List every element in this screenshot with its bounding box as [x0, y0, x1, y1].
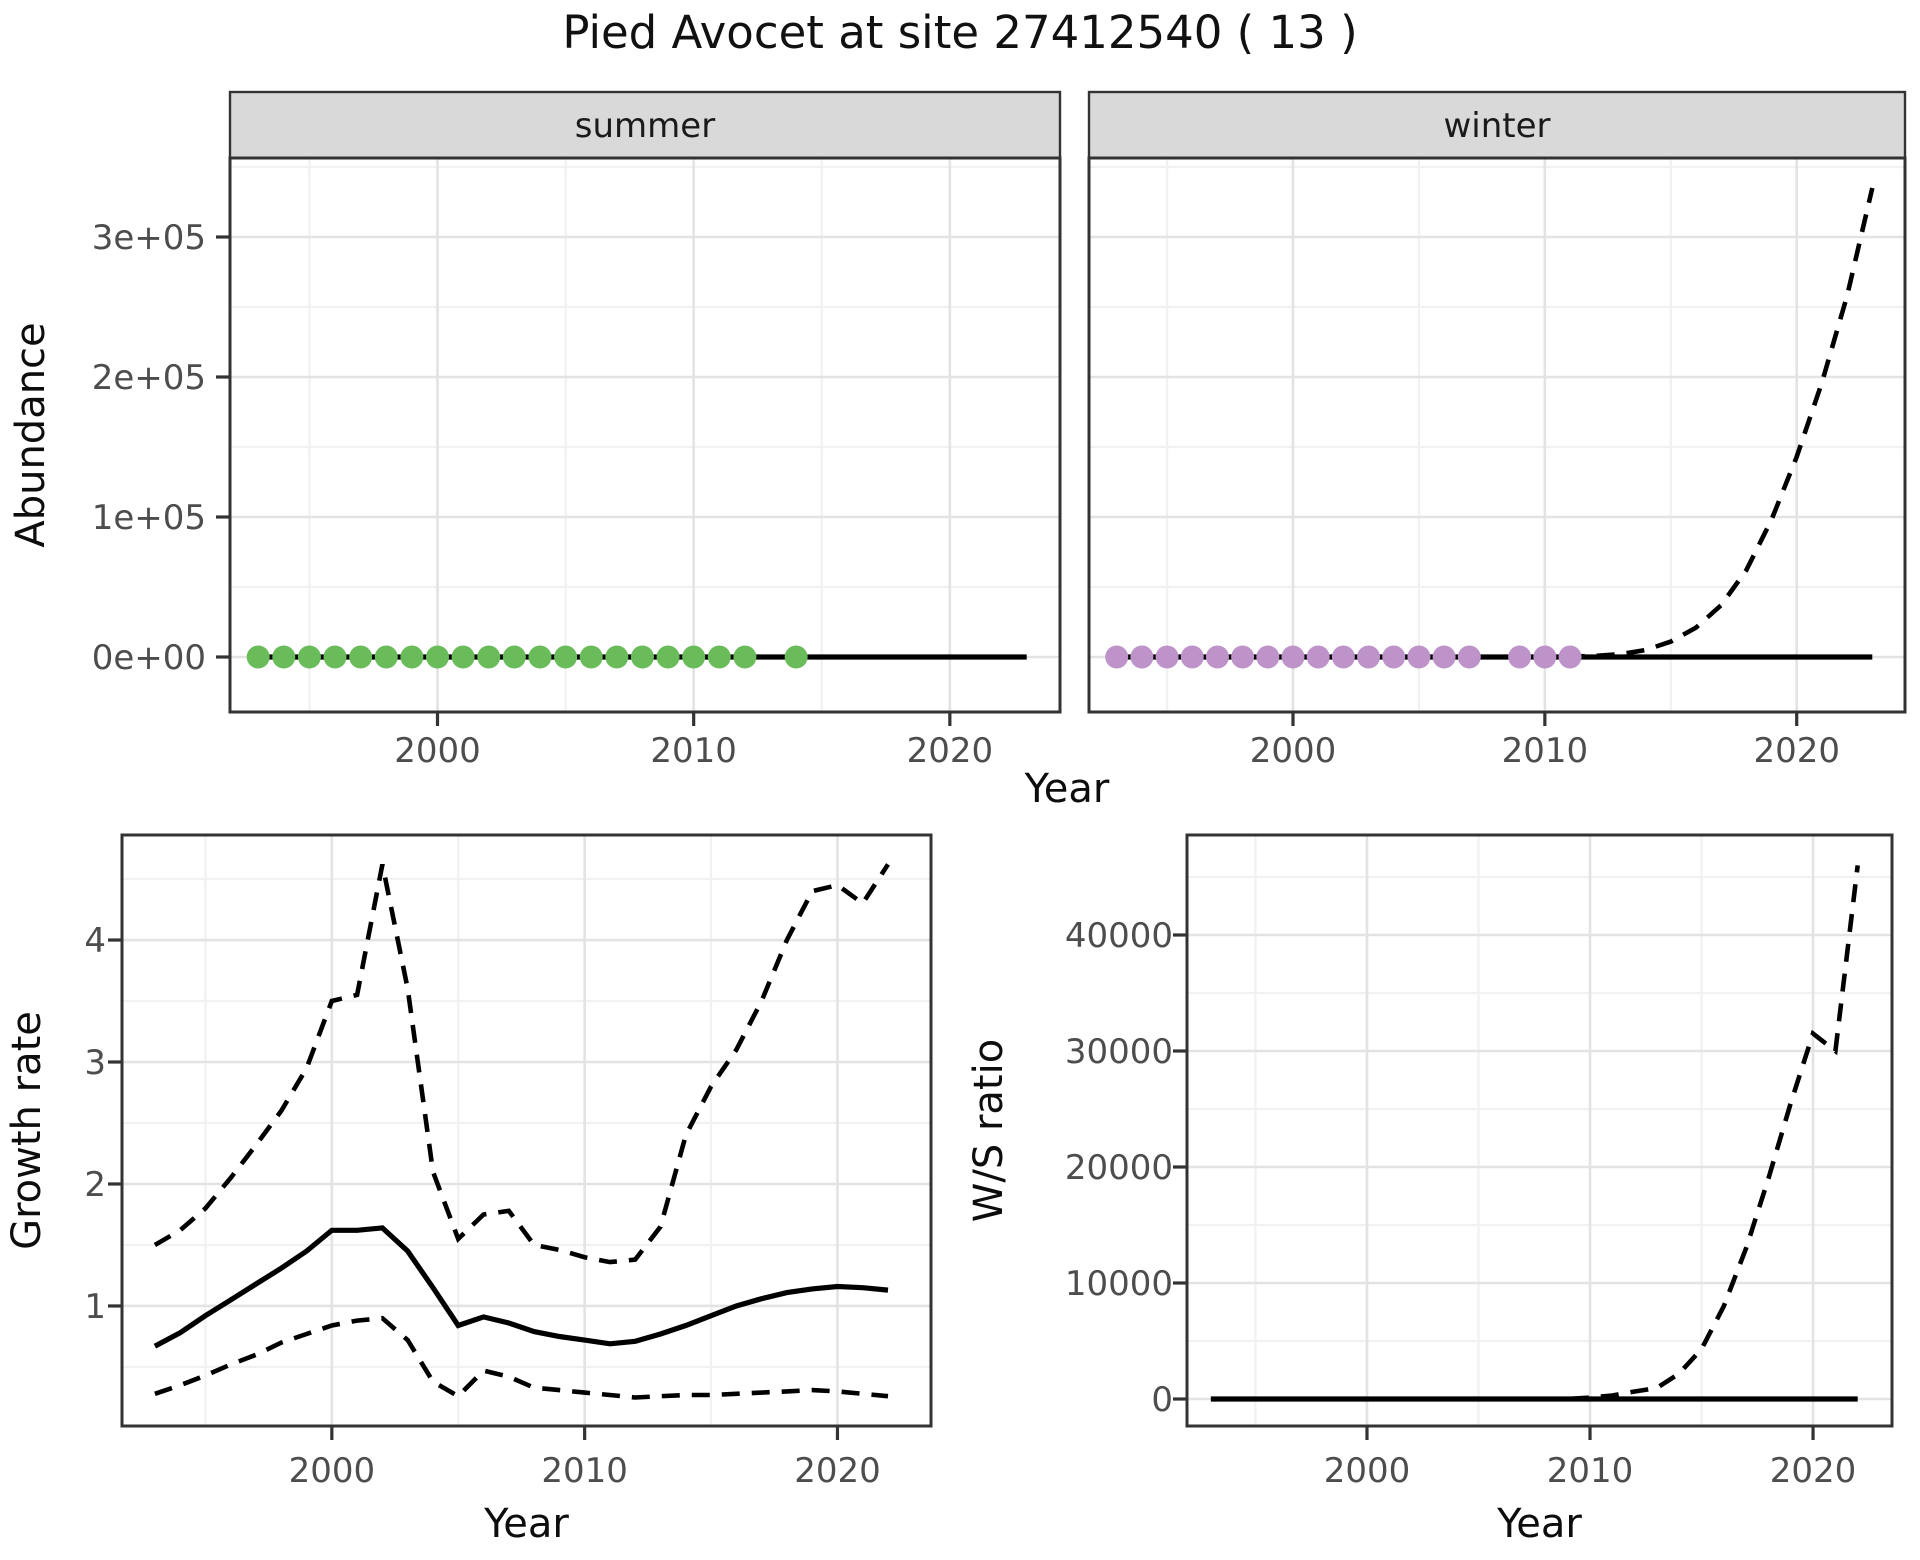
y-tick-label: 1e+05 — [92, 498, 206, 538]
observed-point — [1155, 645, 1179, 669]
y-tick-label: 40000 — [1065, 916, 1173, 956]
observed-point — [554, 645, 578, 669]
panel-data — [1105, 187, 1875, 669]
observed-point — [1281, 645, 1305, 669]
observed-point — [400, 645, 424, 669]
observed-point — [656, 645, 680, 669]
observed-point — [1382, 645, 1406, 669]
observed-point — [502, 645, 526, 669]
y-tick-label: 10000 — [1065, 1264, 1173, 1304]
y-axis-title: W/S ratio — [966, 1039, 1012, 1222]
observed-point — [1306, 645, 1330, 669]
observed-point — [1180, 645, 1204, 669]
observed-point — [1508, 645, 1532, 669]
median-line — [153, 1225, 889, 1349]
panel-bg — [1187, 835, 1892, 1426]
observed-point — [297, 645, 321, 669]
observed-point — [1130, 645, 1154, 669]
observed-point — [528, 645, 552, 669]
chart-title: Pied Avocet at site 27412540 ( 13 ) — [562, 6, 1358, 59]
observed-point — [1407, 645, 1431, 669]
y-tick-label: 2 — [84, 1165, 106, 1205]
observed-point — [707, 645, 731, 669]
x-tick-label: 2020 — [907, 731, 994, 771]
x-tick-label: 2020 — [1770, 1451, 1857, 1491]
x-tick-label: 2010 — [1547, 1451, 1634, 1491]
x-tick-label: 2000 — [289, 1451, 376, 1491]
observed-point — [605, 645, 629, 669]
x-tick-label: 2020 — [1753, 731, 1840, 771]
observed-point — [1533, 645, 1557, 669]
panel-border — [1185, 833, 1894, 1428]
facet-strip — [228, 90, 1062, 160]
observed-point — [1105, 645, 1129, 669]
observed-point — [1457, 645, 1481, 669]
observed-point — [1256, 645, 1280, 669]
x-tick-label: 2010 — [541, 1451, 628, 1491]
y-tick-label: 0e+00 — [92, 638, 206, 678]
observed-point — [272, 645, 296, 669]
x-axis-title: Year — [1496, 1501, 1582, 1547]
observed-point — [323, 645, 347, 669]
panel-data — [1210, 865, 1860, 1402]
observed-point — [630, 645, 654, 669]
observed-point — [682, 645, 706, 669]
facet-strip — [1087, 90, 1907, 160]
x-tick-label: 2010 — [650, 731, 737, 771]
observed-point — [426, 645, 449, 669]
grid-minor — [1187, 835, 1892, 1426]
x-tick-label: 2010 — [1502, 731, 1589, 771]
observed-point — [1357, 645, 1381, 669]
grid-major — [122, 835, 931, 1426]
observed-point — [733, 645, 757, 669]
y-axis-title: Abundance — [8, 322, 54, 547]
observed-point — [1205, 645, 1229, 669]
panel-border — [1087, 156, 1907, 714]
observed-point — [1331, 645, 1355, 669]
observed-point — [349, 645, 373, 669]
x-tick-label: 2000 — [1324, 1451, 1411, 1491]
panel-data — [153, 863, 890, 1400]
y-tick-label: 20000 — [1065, 1148, 1173, 1188]
x-tick-label: 2000 — [1250, 731, 1337, 771]
lower-line — [154, 1315, 889, 1400]
observed-point — [784, 645, 808, 669]
panel-data — [246, 645, 1027, 669]
grid-minor — [122, 835, 931, 1426]
y-tick-label: 3e+05 — [92, 218, 206, 258]
panel-bg — [230, 158, 1060, 712]
y-tick-label: 30000 — [1065, 1032, 1173, 1072]
panel-bg — [1089, 158, 1905, 712]
panel-border — [228, 156, 1062, 714]
upper-line — [153, 863, 890, 1265]
observed-point — [451, 645, 475, 669]
y-tick-label: 1 — [84, 1287, 106, 1327]
grid-minor — [1089, 158, 1905, 712]
facet-strip-label: summer — [575, 106, 715, 146]
observed-point — [1231, 645, 1255, 669]
observed-point — [477, 645, 501, 669]
observed-point — [1558, 645, 1582, 669]
x-tick-label: 2020 — [794, 1451, 881, 1491]
panel-border — [120, 833, 933, 1428]
observed-point — [374, 645, 398, 669]
observed-point — [246, 645, 270, 669]
x-axis-title: Year — [1024, 766, 1110, 812]
grid-minor — [230, 158, 1060, 712]
observed-point — [579, 645, 603, 669]
facet-strip-label: winter — [1443, 106, 1550, 146]
panel-bg — [122, 835, 931, 1426]
observed-point — [1432, 645, 1456, 669]
y-tick-label: 2e+05 — [92, 358, 206, 398]
x-tick-label: 2000 — [394, 731, 481, 771]
y-tick-label: 3 — [84, 1043, 106, 1083]
y-tick-label: 4 — [84, 921, 106, 961]
y-axis-title: Growth rate — [4, 1011, 50, 1250]
y-tick-label: 0 — [1151, 1380, 1173, 1420]
x-axis-title: Year — [483, 1501, 569, 1547]
